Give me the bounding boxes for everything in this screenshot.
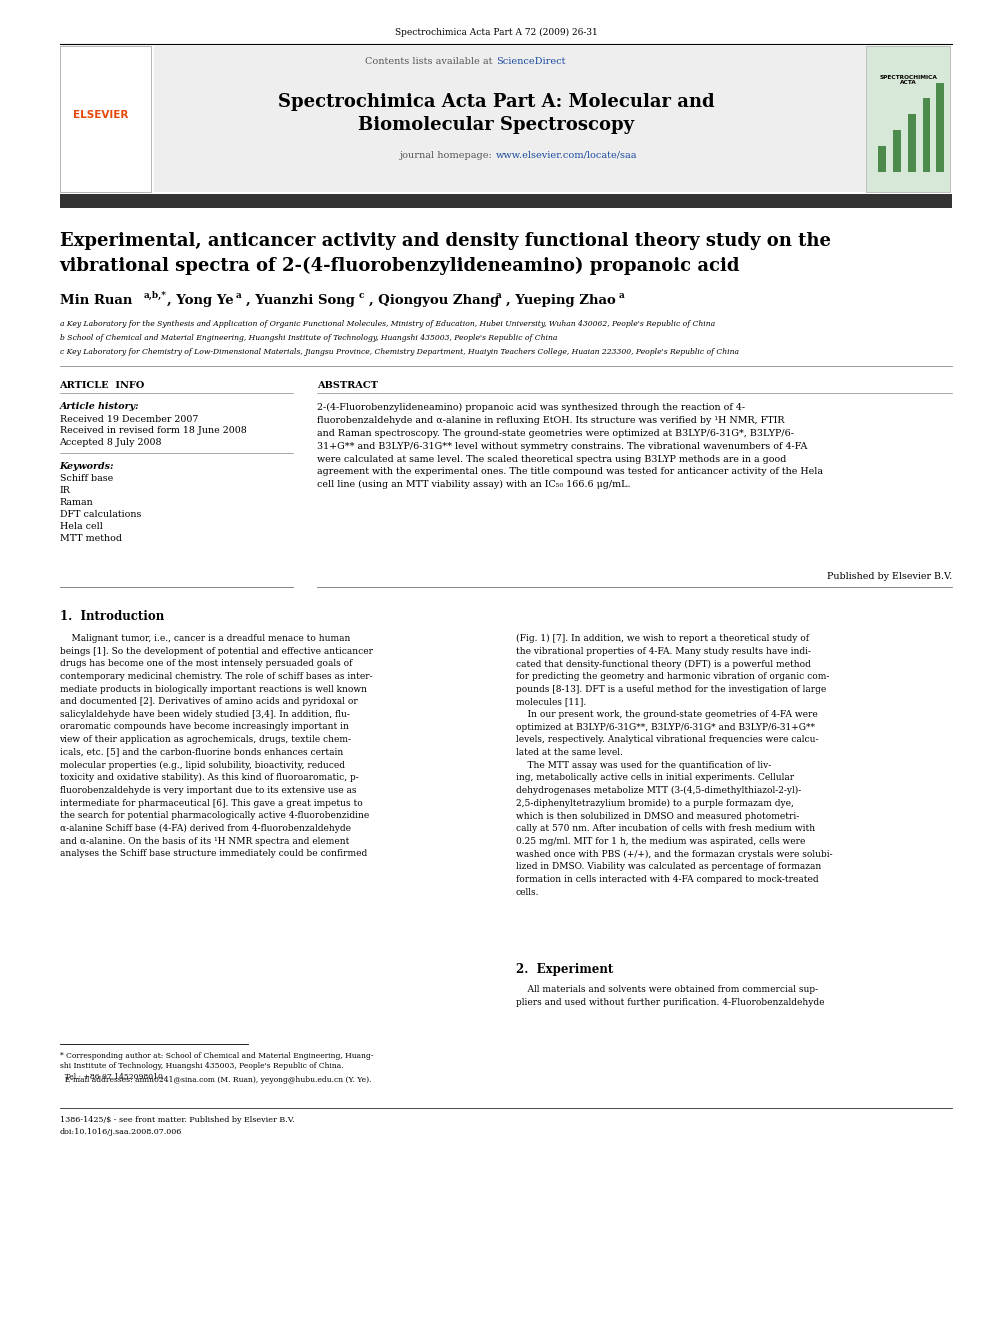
Bar: [923, 98, 930, 172]
Text: , Yuanzhi Song: , Yuanzhi Song: [246, 294, 355, 307]
Text: E-mail addresses: amin0241@sina.com (M. Ruan), yeyong@hubu.edu.cn (Y. Ye).: E-mail addresses: amin0241@sina.com (M. …: [60, 1076, 371, 1084]
Text: Raman: Raman: [60, 497, 93, 507]
Text: Biomolecular Spectroscopy: Biomolecular Spectroscopy: [358, 116, 634, 134]
Text: a: a: [619, 291, 625, 300]
Bar: [878, 146, 886, 172]
Text: , Yueping Zhao: , Yueping Zhao: [506, 294, 616, 307]
Text: ELSEVIER: ELSEVIER: [73, 110, 129, 120]
Text: journal homepage:: journal homepage:: [400, 151, 496, 160]
Bar: [60, 46, 151, 192]
Text: All materials and solvents were obtained from commercial sup-
pliers and used wi: All materials and solvents were obtained…: [516, 986, 824, 1007]
Text: 1386-1425/$ - see front matter. Published by Elsevier B.V.: 1386-1425/$ - see front matter. Publishe…: [60, 1117, 295, 1125]
Text: (Fig. 1) [7]. In addition, we wish to report a theoretical study of
the vibratio: (Fig. 1) [7]. In addition, we wish to re…: [516, 634, 832, 897]
Text: SPECTROCHIMICA
ACTA: SPECTROCHIMICA ACTA: [880, 74, 937, 86]
Text: Experimental, anticancer activity and density functional theory study on the: Experimental, anticancer activity and de…: [60, 232, 830, 250]
Text: , Yong Ye: , Yong Ye: [167, 294, 233, 307]
Text: Keywords:: Keywords:: [60, 462, 114, 471]
Text: Malignant tumor, i.e., cancer is a dreadful menace to human
beings [1]. So the d: Malignant tumor, i.e., cancer is a dread…: [60, 634, 373, 859]
Text: * Corresponding author at: School of Chemical and Material Engineering, Huang-
s: * Corresponding author at: School of Che…: [60, 1052, 373, 1081]
Bar: [60, 194, 952, 208]
Text: Hela cell: Hela cell: [60, 523, 102, 531]
Text: 1.  Introduction: 1. Introduction: [60, 610, 164, 623]
Text: Article history:: Article history:: [60, 402, 139, 411]
Text: a: a: [496, 291, 502, 300]
Bar: [908, 114, 916, 172]
Text: Accepted 8 July 2008: Accepted 8 July 2008: [60, 438, 162, 447]
Text: a Key Laboratory for the Synthesis and Application of Organic Functional Molecul: a Key Laboratory for the Synthesis and A…: [60, 320, 714, 328]
Text: IR: IR: [60, 486, 70, 495]
Text: DFT calculations: DFT calculations: [60, 509, 141, 519]
Bar: [936, 83, 944, 172]
Text: doi:10.1016/j.saa.2008.07.006: doi:10.1016/j.saa.2008.07.006: [60, 1129, 182, 1136]
Bar: [154, 46, 868, 192]
Bar: [893, 130, 901, 172]
Text: ScienceDirect: ScienceDirect: [496, 57, 565, 66]
Text: Published by Elsevier B.V.: Published by Elsevier B.V.: [827, 572, 952, 581]
Text: www.elsevier.com/locate/saa: www.elsevier.com/locate/saa: [496, 151, 638, 160]
Text: c Key Laboratory for Chemistry of Low-Dimensional Materials, Jiangsu Province, C: c Key Laboratory for Chemistry of Low-Di…: [60, 348, 738, 356]
Text: Received in revised form 18 June 2008: Received in revised form 18 June 2008: [60, 426, 246, 435]
Text: , Qiongyou Zhang: , Qiongyou Zhang: [369, 294, 499, 307]
Text: 2.  Experiment: 2. Experiment: [516, 963, 613, 976]
Text: 2-(4-Fluorobenzylideneamino) propanoic acid was synthesized through the reaction: 2-(4-Fluorobenzylideneamino) propanoic a…: [317, 404, 823, 490]
Text: a: a: [236, 291, 242, 300]
Text: ABSTRACT: ABSTRACT: [317, 381, 378, 390]
Text: Min Ruan: Min Ruan: [60, 294, 132, 307]
Text: Received 19 December 2007: Received 19 December 2007: [60, 415, 197, 423]
Text: Schiff base: Schiff base: [60, 474, 113, 483]
Text: a,b,*: a,b,*: [144, 291, 167, 300]
Text: Contents lists available at: Contents lists available at: [365, 57, 496, 66]
Text: vibrational spectra of 2-(4-fluorobenzylideneamino) propanoic acid: vibrational spectra of 2-(4-fluorobenzyl…: [60, 257, 740, 275]
Text: Spectrochimica Acta Part A 72 (2009) 26-31: Spectrochimica Acta Part A 72 (2009) 26-…: [395, 28, 597, 37]
Text: Spectrochimica Acta Part A: Molecular and: Spectrochimica Acta Part A: Molecular an…: [278, 93, 714, 111]
Bar: [866, 46, 950, 192]
Text: b School of Chemical and Material Engineering, Huangshi Institute of Technology,: b School of Chemical and Material Engine…: [60, 333, 557, 343]
Text: c: c: [359, 291, 365, 300]
Text: ARTICLE  INFO: ARTICLE INFO: [60, 381, 145, 390]
Text: MTT method: MTT method: [60, 534, 121, 542]
